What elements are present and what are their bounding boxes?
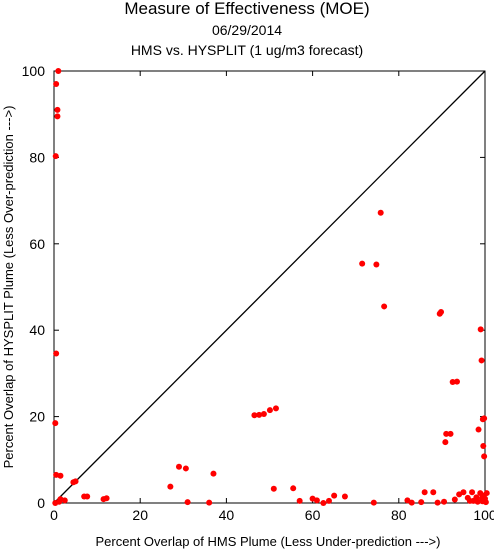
data-point (55, 68, 62, 74)
data-point (478, 357, 485, 364)
chart-subtitle: 06/29/2014 (212, 22, 282, 38)
data-point (449, 379, 456, 386)
data-point (370, 499, 377, 506)
data-point (206, 499, 213, 506)
data-point (483, 490, 490, 497)
chart-subtitle-2: HMS vs. HYSPLIT (1 ug/m3 forecast) (131, 42, 363, 58)
data-point (270, 485, 277, 492)
data-point (53, 350, 60, 357)
data-point (52, 153, 59, 160)
data-point (381, 303, 388, 310)
data-point (72, 478, 79, 485)
data-point (56, 498, 63, 505)
data-point (251, 412, 258, 419)
plot-area: 0 20 40 60 80 100 0 20 40 60 80 100 (22, 63, 494, 523)
data-point (441, 498, 448, 505)
data-point (54, 106, 61, 113)
data-point (453, 378, 460, 385)
y-tick-label: 20 (29, 409, 45, 425)
data-point (373, 261, 380, 268)
data-point (272, 405, 279, 412)
data-point (481, 453, 488, 460)
data-point (325, 497, 332, 504)
data-point (477, 326, 484, 333)
data-point (184, 499, 191, 506)
data-point (359, 260, 366, 267)
y-tick-label: 60 (29, 236, 45, 252)
plot-frame (53, 70, 486, 504)
data-point (447, 430, 454, 437)
data-point (320, 500, 327, 506)
data-point (266, 407, 273, 414)
data-point (475, 426, 482, 433)
data-point (482, 499, 489, 506)
x-tick-label: 60 (305, 507, 321, 523)
data-point (443, 430, 450, 437)
data-point (434, 499, 441, 506)
data-point (54, 113, 61, 120)
data-point (296, 497, 303, 504)
x-axis-title: Percent Overlap of HMS Plume (Less Under… (96, 534, 441, 549)
points-layer (52, 68, 490, 506)
data-point (418, 499, 425, 506)
x-tick-label: 0 (50, 507, 58, 523)
y-tick-label: 40 (29, 322, 45, 338)
data-point (84, 493, 91, 500)
data-point (438, 309, 445, 316)
x-tick-label: 100 (473, 507, 494, 523)
data-point (167, 483, 174, 490)
data-point (53, 80, 60, 87)
chart-title: Measure of Effectiveness (MOE) (124, 0, 369, 18)
data-point (460, 489, 467, 496)
data-point (260, 411, 267, 418)
data-point (313, 497, 320, 504)
data-point (341, 493, 348, 500)
data-point (57, 472, 64, 479)
data-point (481, 415, 488, 422)
data-point (103, 495, 110, 502)
x-tick-label: 40 (219, 507, 235, 523)
y-tick-label: 0 (37, 495, 45, 511)
data-point (256, 411, 263, 418)
data-point (480, 442, 487, 449)
ticks-layer: 0 20 40 60 80 100 0 20 40 60 80 100 (22, 63, 494, 523)
data-point (451, 496, 458, 503)
data-point (290, 485, 297, 492)
reference-diagonal-line (53, 70, 486, 504)
y-tick-label: 80 (29, 149, 45, 165)
data-point (408, 499, 415, 506)
y-axis-title: Percent Overlap of HYSPLIT Plume (Less O… (1, 106, 16, 469)
data-point (331, 492, 338, 499)
x-tick-label: 20 (132, 507, 148, 523)
data-point (52, 420, 59, 427)
data-point (430, 489, 437, 496)
data-point (442, 439, 449, 446)
y-tick-label: 100 (22, 63, 46, 79)
data-point (210, 470, 217, 477)
data-point (61, 497, 68, 504)
data-point (175, 463, 182, 470)
data-point (421, 489, 428, 496)
data-point (377, 209, 384, 216)
data-point (478, 495, 485, 502)
data-point (469, 489, 476, 496)
x-tick-label: 80 (391, 507, 407, 523)
data-point (182, 465, 189, 472)
data-point (470, 497, 477, 504)
